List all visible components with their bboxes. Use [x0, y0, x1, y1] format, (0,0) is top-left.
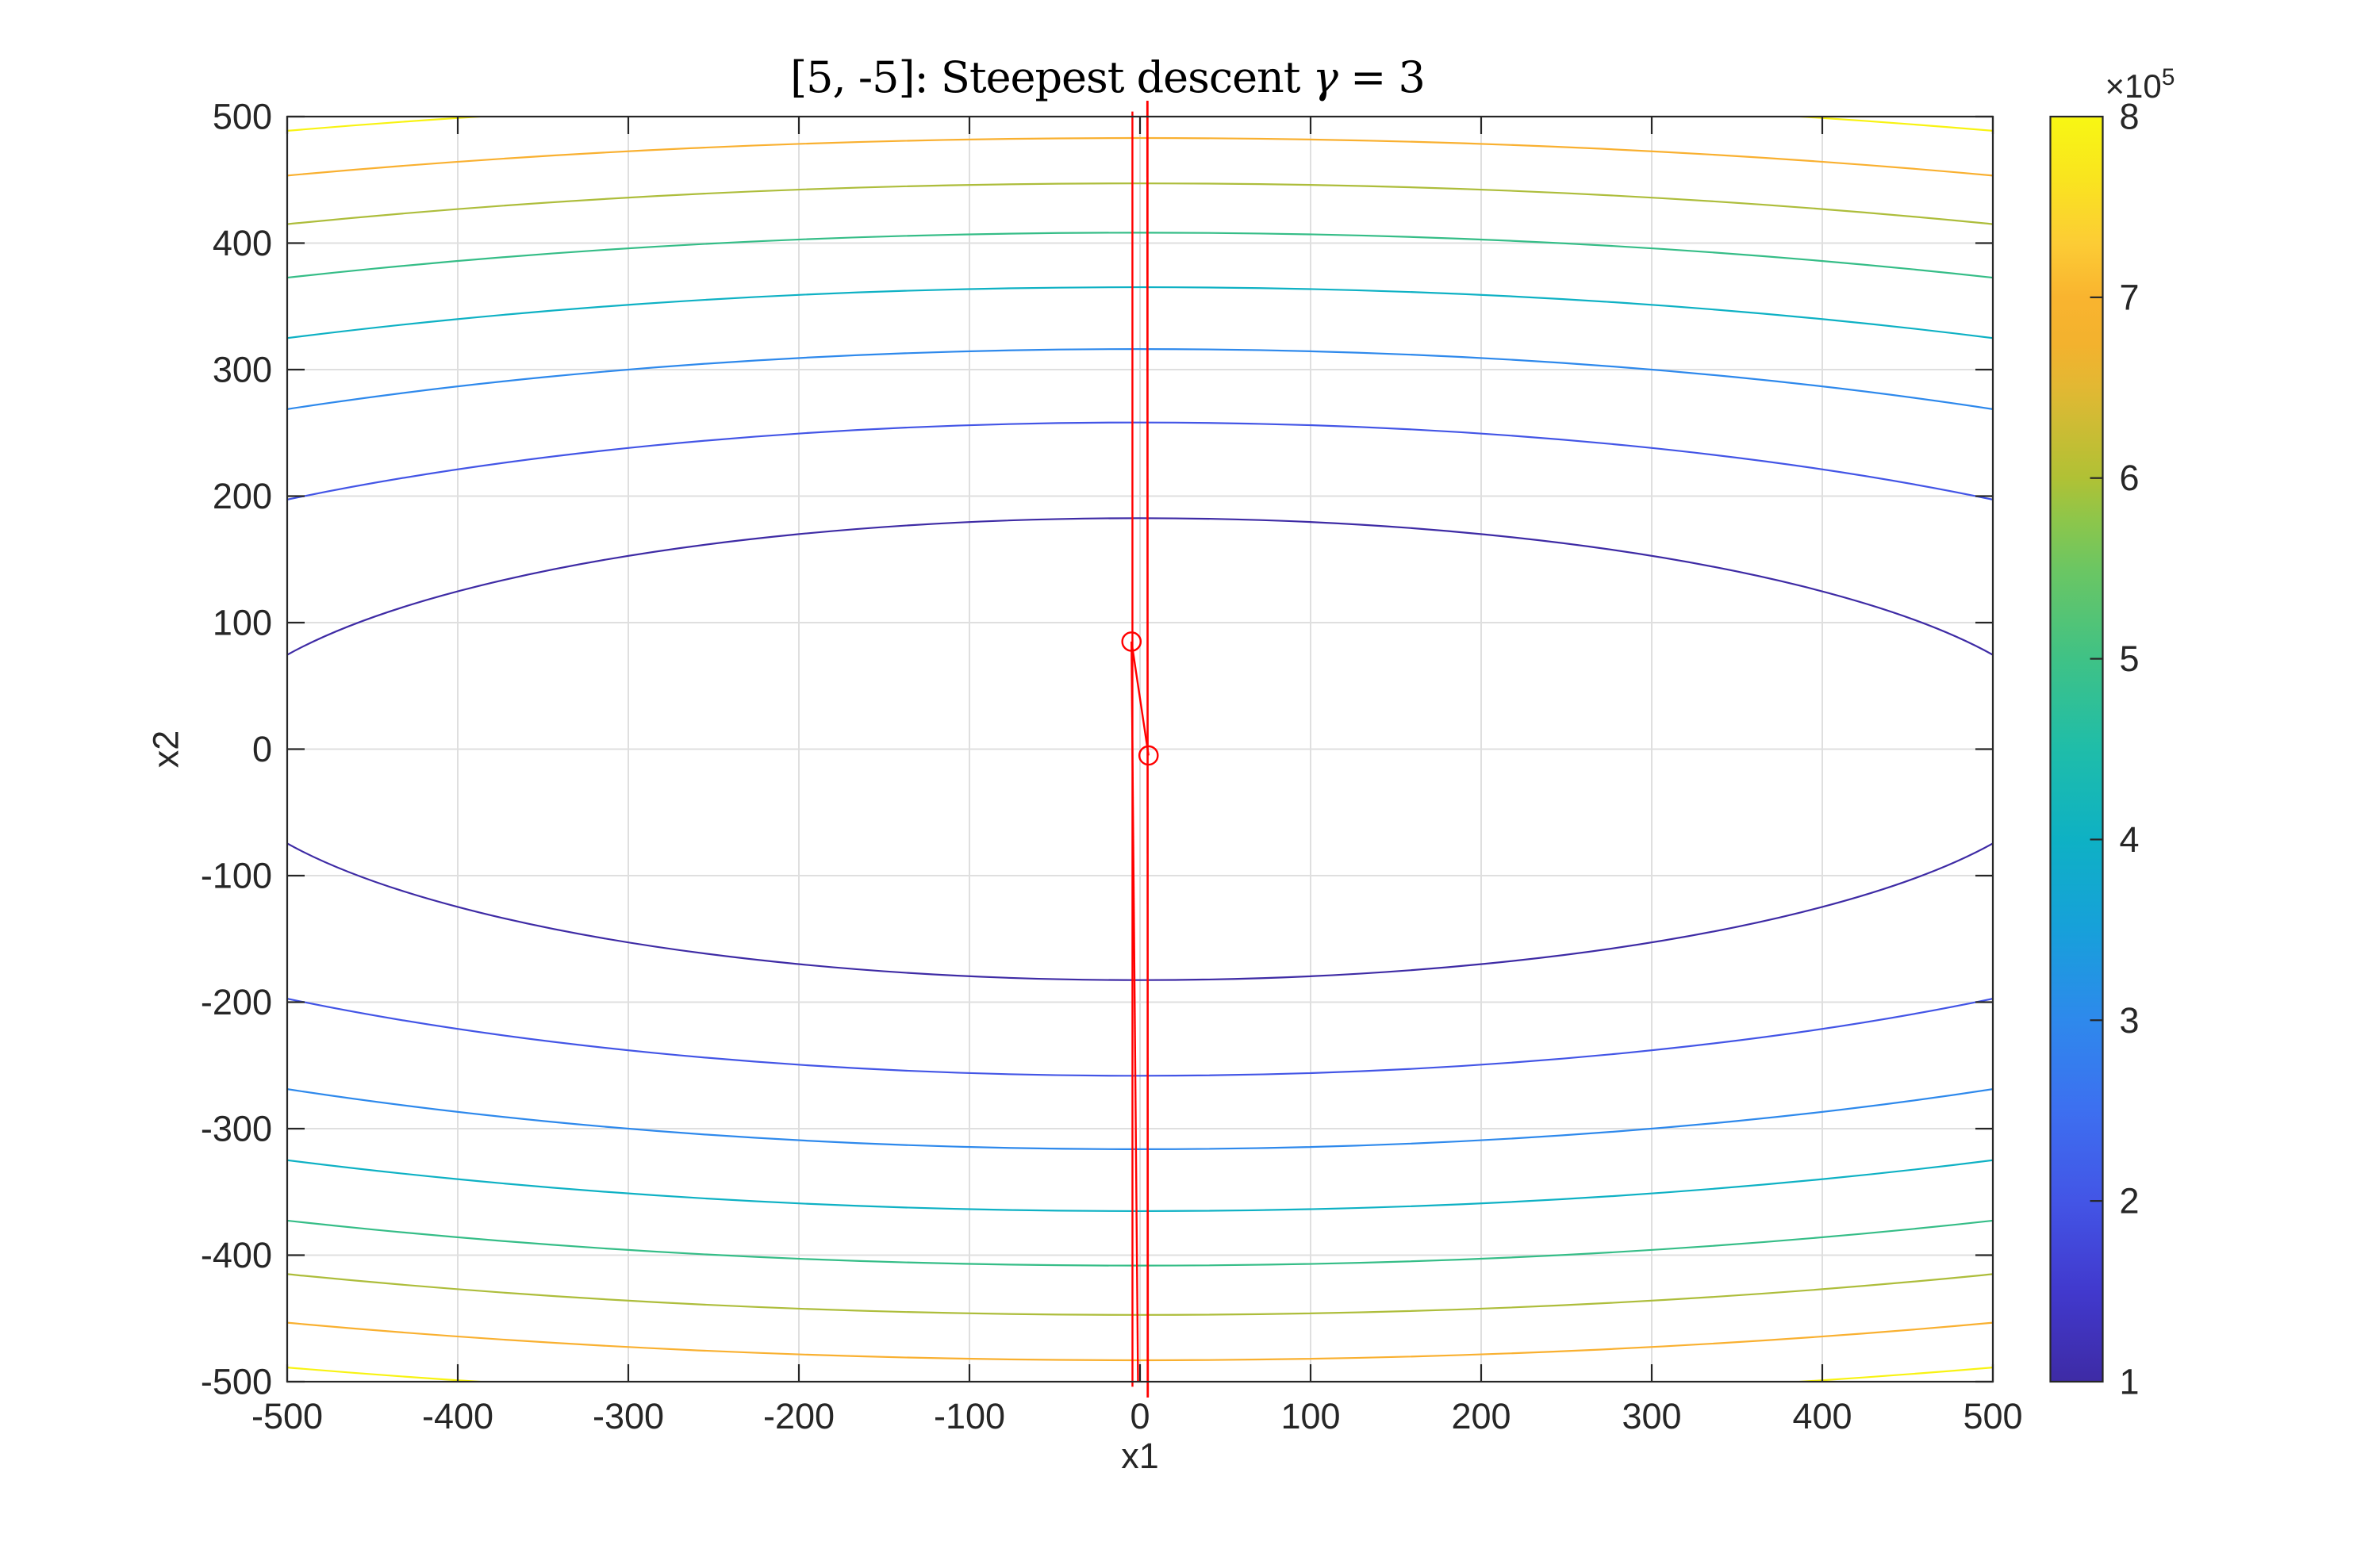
y-tick-label: -300 — [201, 1109, 272, 1149]
x-axis-label: x1 — [1121, 1436, 1159, 1476]
x-tick-label: 400 — [1792, 1396, 1852, 1436]
iterate-marker — [1138, 745, 1159, 766]
title-gamma: γ — [1313, 52, 1339, 102]
y-tick-label: -200 — [201, 982, 272, 1022]
y-tick-label: 400 — [213, 223, 272, 263]
y-tick-label: 100 — [213, 603, 272, 643]
iterate-marker — [1121, 631, 1142, 652]
y-tick-label: 0 — [252, 729, 272, 769]
colorbar-tick-label: 8 — [2120, 97, 2140, 137]
colorbar-gradient — [2050, 117, 2103, 1382]
x-tick-label: -300 — [593, 1396, 664, 1436]
y-tick-label: 300 — [213, 350, 272, 390]
x-tick-label: 0 — [1130, 1396, 1150, 1436]
contour-level-4 — [287, 286, 1993, 1212]
colorbar-exponent-sup: 5 — [2162, 64, 2175, 90]
colorbar-tick-label: 3 — [2120, 1000, 2140, 1041]
y-tick-label: 200 — [213, 476, 272, 516]
colorbar-tick-label: 2 — [2120, 1181, 2140, 1221]
colorbar-tick-label: 5 — [2120, 638, 2140, 679]
y-tick-label: 500 — [213, 97, 272, 137]
axes-box-group — [286, 115, 1994, 1383]
contour-level-7 — [287, 137, 1993, 1361]
x-tick-label: -400 — [422, 1396, 493, 1436]
descent-trajectory — [1121, 101, 1159, 1398]
y-tick-label: -100 — [201, 856, 272, 896]
trajectory-segment — [1130, 641, 1150, 756]
x-tick-label: 300 — [1622, 1396, 1681, 1436]
contour-level-2 — [287, 421, 1993, 1077]
colorbar-exponent-label: ×105 — [2106, 64, 2175, 105]
y-axis-label: x2 — [146, 730, 186, 769]
grid-lines — [287, 117, 1993, 1382]
x-tick-label: -200 — [763, 1396, 835, 1436]
plot-title: [5, -5]: Steepest descent γ = 3 — [790, 52, 1425, 102]
contour-level-3 — [287, 348, 1993, 1150]
x-tick-label: 100 — [1280, 1396, 1340, 1436]
y-tick-label: -500 — [201, 1362, 272, 1402]
x-tick-label: 200 — [1451, 1396, 1511, 1436]
colorbar-tick-label: 1 — [2120, 1362, 2140, 1402]
colorbar-tick-label: 6 — [2120, 458, 2140, 498]
colorbar-tick-label: 4 — [2120, 819, 2140, 860]
y-tick-label: -400 — [201, 1235, 272, 1275]
x-tick-label: 500 — [1963, 1396, 2022, 1436]
contour-level-1 — [287, 517, 1993, 981]
colorbar-ticks — [2090, 296, 2103, 1202]
x-tick-label: -500 — [251, 1396, 323, 1436]
contour-level-5 — [287, 232, 1993, 1267]
title-suffix: = 3 — [1338, 52, 1425, 102]
colorbar-exponent-base: ×10 — [2106, 67, 2162, 105]
colorbar-tick-label: 7 — [2120, 277, 2140, 317]
x-tick-label: -100 — [934, 1396, 1005, 1436]
title-prefix: [5, -5]: Steepest descent — [790, 52, 1313, 102]
colorbar-border — [2049, 115, 2104, 1383]
contour-lines — [287, 117, 1993, 1382]
contour-level-6 — [287, 182, 1993, 1316]
